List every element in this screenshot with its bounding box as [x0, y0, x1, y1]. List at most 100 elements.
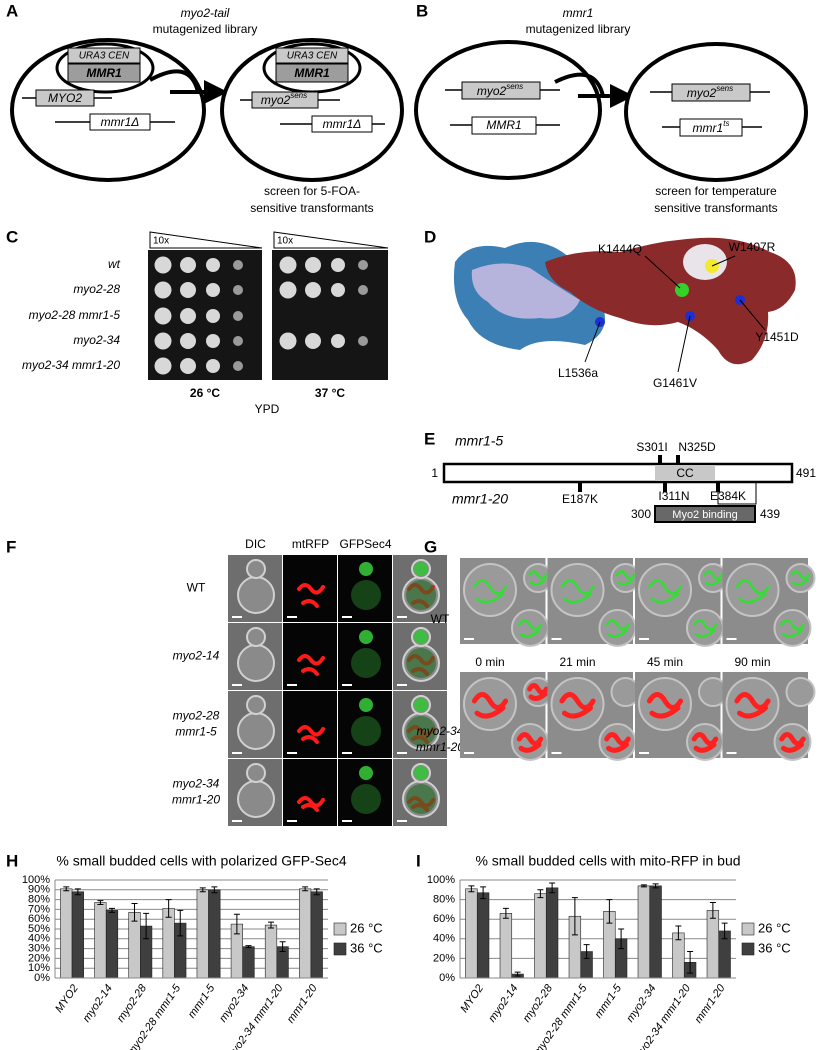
- bar: [465, 888, 478, 979]
- error-bar: [480, 886, 487, 900]
- gene-label: MYO2: [48, 91, 82, 105]
- mito-rfp: [559, 692, 596, 719]
- mitochondria: [297, 654, 325, 676]
- dilution-label: 10x: [277, 236, 293, 247]
- bar: [637, 885, 651, 979]
- bar: [299, 888, 312, 979]
- strain-label: myo2-28 mmr1-5: [29, 308, 121, 322]
- gfp-signal: [359, 630, 373, 644]
- pointer: [739, 299, 766, 331]
- gene-box: [671, 83, 751, 102]
- charts: % small budded cells with polarized GFP-…: [22, 853, 791, 1050]
- bar: [545, 887, 559, 979]
- gene-box: [275, 47, 349, 64]
- cell-outline: [237, 576, 275, 614]
- error-bar: [63, 886, 70, 892]
- colony-spot: [233, 260, 243, 270]
- gfp-signal: [351, 716, 381, 746]
- colony-spot: [305, 257, 321, 273]
- library-text: mutagenized library: [153, 22, 258, 36]
- error-bar: [537, 889, 544, 899]
- colony-spot: [154, 357, 172, 375]
- error-bar: [302, 886, 309, 892]
- mito-gfp: [560, 579, 595, 604]
- bar: [105, 910, 119, 979]
- y-tick-label: 60%: [28, 913, 50, 925]
- row-label: mmr1-5: [175, 725, 217, 739]
- panel-b: mmr1 mutagenized library myo2sens MMR1 m…: [414, 6, 808, 215]
- gfp-signal: [351, 580, 381, 610]
- colony-spot: [180, 257, 196, 273]
- error-bar: [245, 945, 252, 949]
- mito-gfp: [528, 570, 548, 586]
- gene-name: myo2: [687, 86, 717, 100]
- cell-outline: [246, 763, 266, 783]
- bar: [208, 889, 221, 979]
- gene-box: [471, 116, 537, 135]
- cell-outline: [511, 609, 549, 647]
- panel-c: 10x 10x 26 °C 37 °C YPD wt myo2-28 myo2-28…: [22, 231, 389, 416]
- y-tick-label: 80%: [433, 894, 455, 906]
- cell-outline: [785, 563, 816, 593]
- colony-spot: [331, 334, 345, 348]
- bar: [649, 885, 662, 979]
- error-bar: [211, 886, 218, 894]
- superscript: sens: [290, 91, 307, 100]
- bar: [242, 946, 255, 979]
- mutation-tick: [578, 482, 582, 492]
- time-label: 21 min: [559, 655, 595, 669]
- gene-box: [275, 63, 349, 83]
- caption: sensitive transformants: [250, 201, 373, 215]
- row-label: WT: [431, 612, 450, 626]
- library-gene: myo2-tail: [181, 6, 230, 20]
- x-tick-label: myo2-14: [81, 983, 115, 1025]
- gene-label: mmr1Δ: [323, 117, 362, 131]
- error-bar: [514, 971, 521, 977]
- mutation-label: I311N: [658, 489, 689, 503]
- gfp-signal: [406, 784, 436, 814]
- x-tick-label: MYO2: [458, 983, 486, 1015]
- bar: [162, 908, 175, 979]
- bar: [128, 912, 141, 979]
- cell: [624, 42, 808, 182]
- pointer: [584, 321, 601, 363]
- pointer: [644, 255, 681, 289]
- mito-gfp: [735, 579, 770, 604]
- colony-spot: [358, 336, 368, 346]
- time-label: 90 min: [734, 655, 770, 669]
- error-bar: [468, 885, 475, 893]
- y-tick-label: 0%: [34, 972, 50, 984]
- error-bar: [502, 907, 509, 919]
- error-bar: [721, 922, 728, 940]
- cell-outline: [773, 609, 812, 647]
- caption: screen for temperature: [655, 184, 777, 198]
- cell-outline: [237, 712, 275, 750]
- row-label: WT: [187, 581, 206, 595]
- y-tick-label: 40%: [433, 933, 455, 945]
- mito-gfp: [473, 579, 507, 604]
- y-tick-label: 70%: [28, 903, 50, 915]
- x-tick-label: myo2-14: [486, 983, 520, 1025]
- panel-f: DIC mtRFP GFPSec4 WT myo2-14 myo2-28 mmr1-5 myo…: [172, 537, 447, 826]
- gfp-signal: [414, 698, 428, 712]
- gfp-signal: [351, 784, 381, 814]
- gfp-signal: [414, 766, 428, 780]
- colony-spot: [154, 256, 172, 274]
- plasmid-label: URA3 CEN: [287, 51, 338, 62]
- colony-spot: [206, 283, 220, 297]
- x-tick-label: myo2-34: [624, 983, 658, 1025]
- cell-outline: [246, 559, 266, 579]
- binding-start: 300: [631, 507, 651, 521]
- x-tick-label: mmr1-5: [593, 982, 625, 1021]
- binding-label: Myo2 binding: [672, 509, 737, 521]
- y-tick-label: 60%: [433, 913, 455, 925]
- mutation-label: S301I: [636, 440, 667, 454]
- bar: [706, 910, 720, 979]
- x-tick-label: myo2-28: [115, 982, 150, 1025]
- bar: [60, 888, 73, 979]
- caption: screen for 5-FOA-: [264, 184, 360, 198]
- panel-a: myo2-tail mutagenized library URA3 CEN M…: [10, 6, 404, 215]
- y-tick-label: 40%: [28, 933, 50, 945]
- error-bar: [687, 951, 694, 974]
